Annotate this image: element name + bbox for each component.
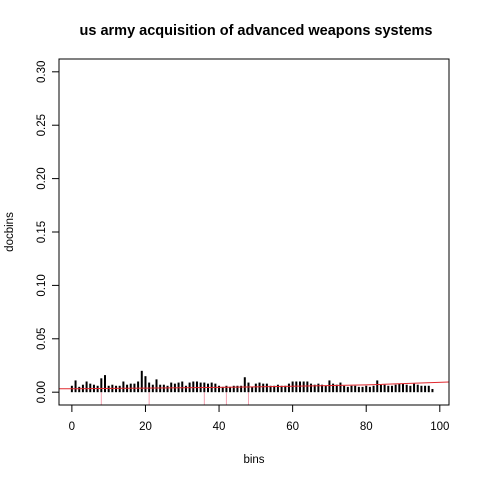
axes: 0 20 40 60 80 100 0.00 0.05 0.10 0.15 0.20 0.25 0.30 [36, 61, 449, 433]
plot-area [58, 370, 450, 405]
y-tick-label-3: 0.15 [36, 221, 48, 243]
x-tick-label-20: 20 [139, 421, 152, 433]
y-tick-label-5: 0.25 [36, 114, 48, 136]
y-axis-label: docbins [4, 212, 16, 252]
x-axis-label: bins [243, 454, 264, 466]
y-tick-label-2: 0.10 [36, 274, 48, 296]
y-tick-label-1: 0.05 [36, 328, 48, 350]
x-tick-label-100: 100 [430, 421, 449, 433]
trend-line [58, 381, 450, 390]
plot-frame [58, 58, 450, 406]
y-tick-label-6: 0.30 [36, 61, 48, 83]
x-tick-label-80: 80 [360, 421, 373, 433]
y-tick-label-0: 0.00 [36, 381, 48, 403]
y-tick-label-4: 0.20 [36, 167, 48, 189]
x-tick-label-40: 40 [213, 421, 226, 433]
x-tick-label-60: 60 [286, 421, 299, 433]
chart-title: us army acquisition of advanced weapons … [80, 23, 433, 39]
x-tick-label-0: 0 [69, 421, 75, 433]
